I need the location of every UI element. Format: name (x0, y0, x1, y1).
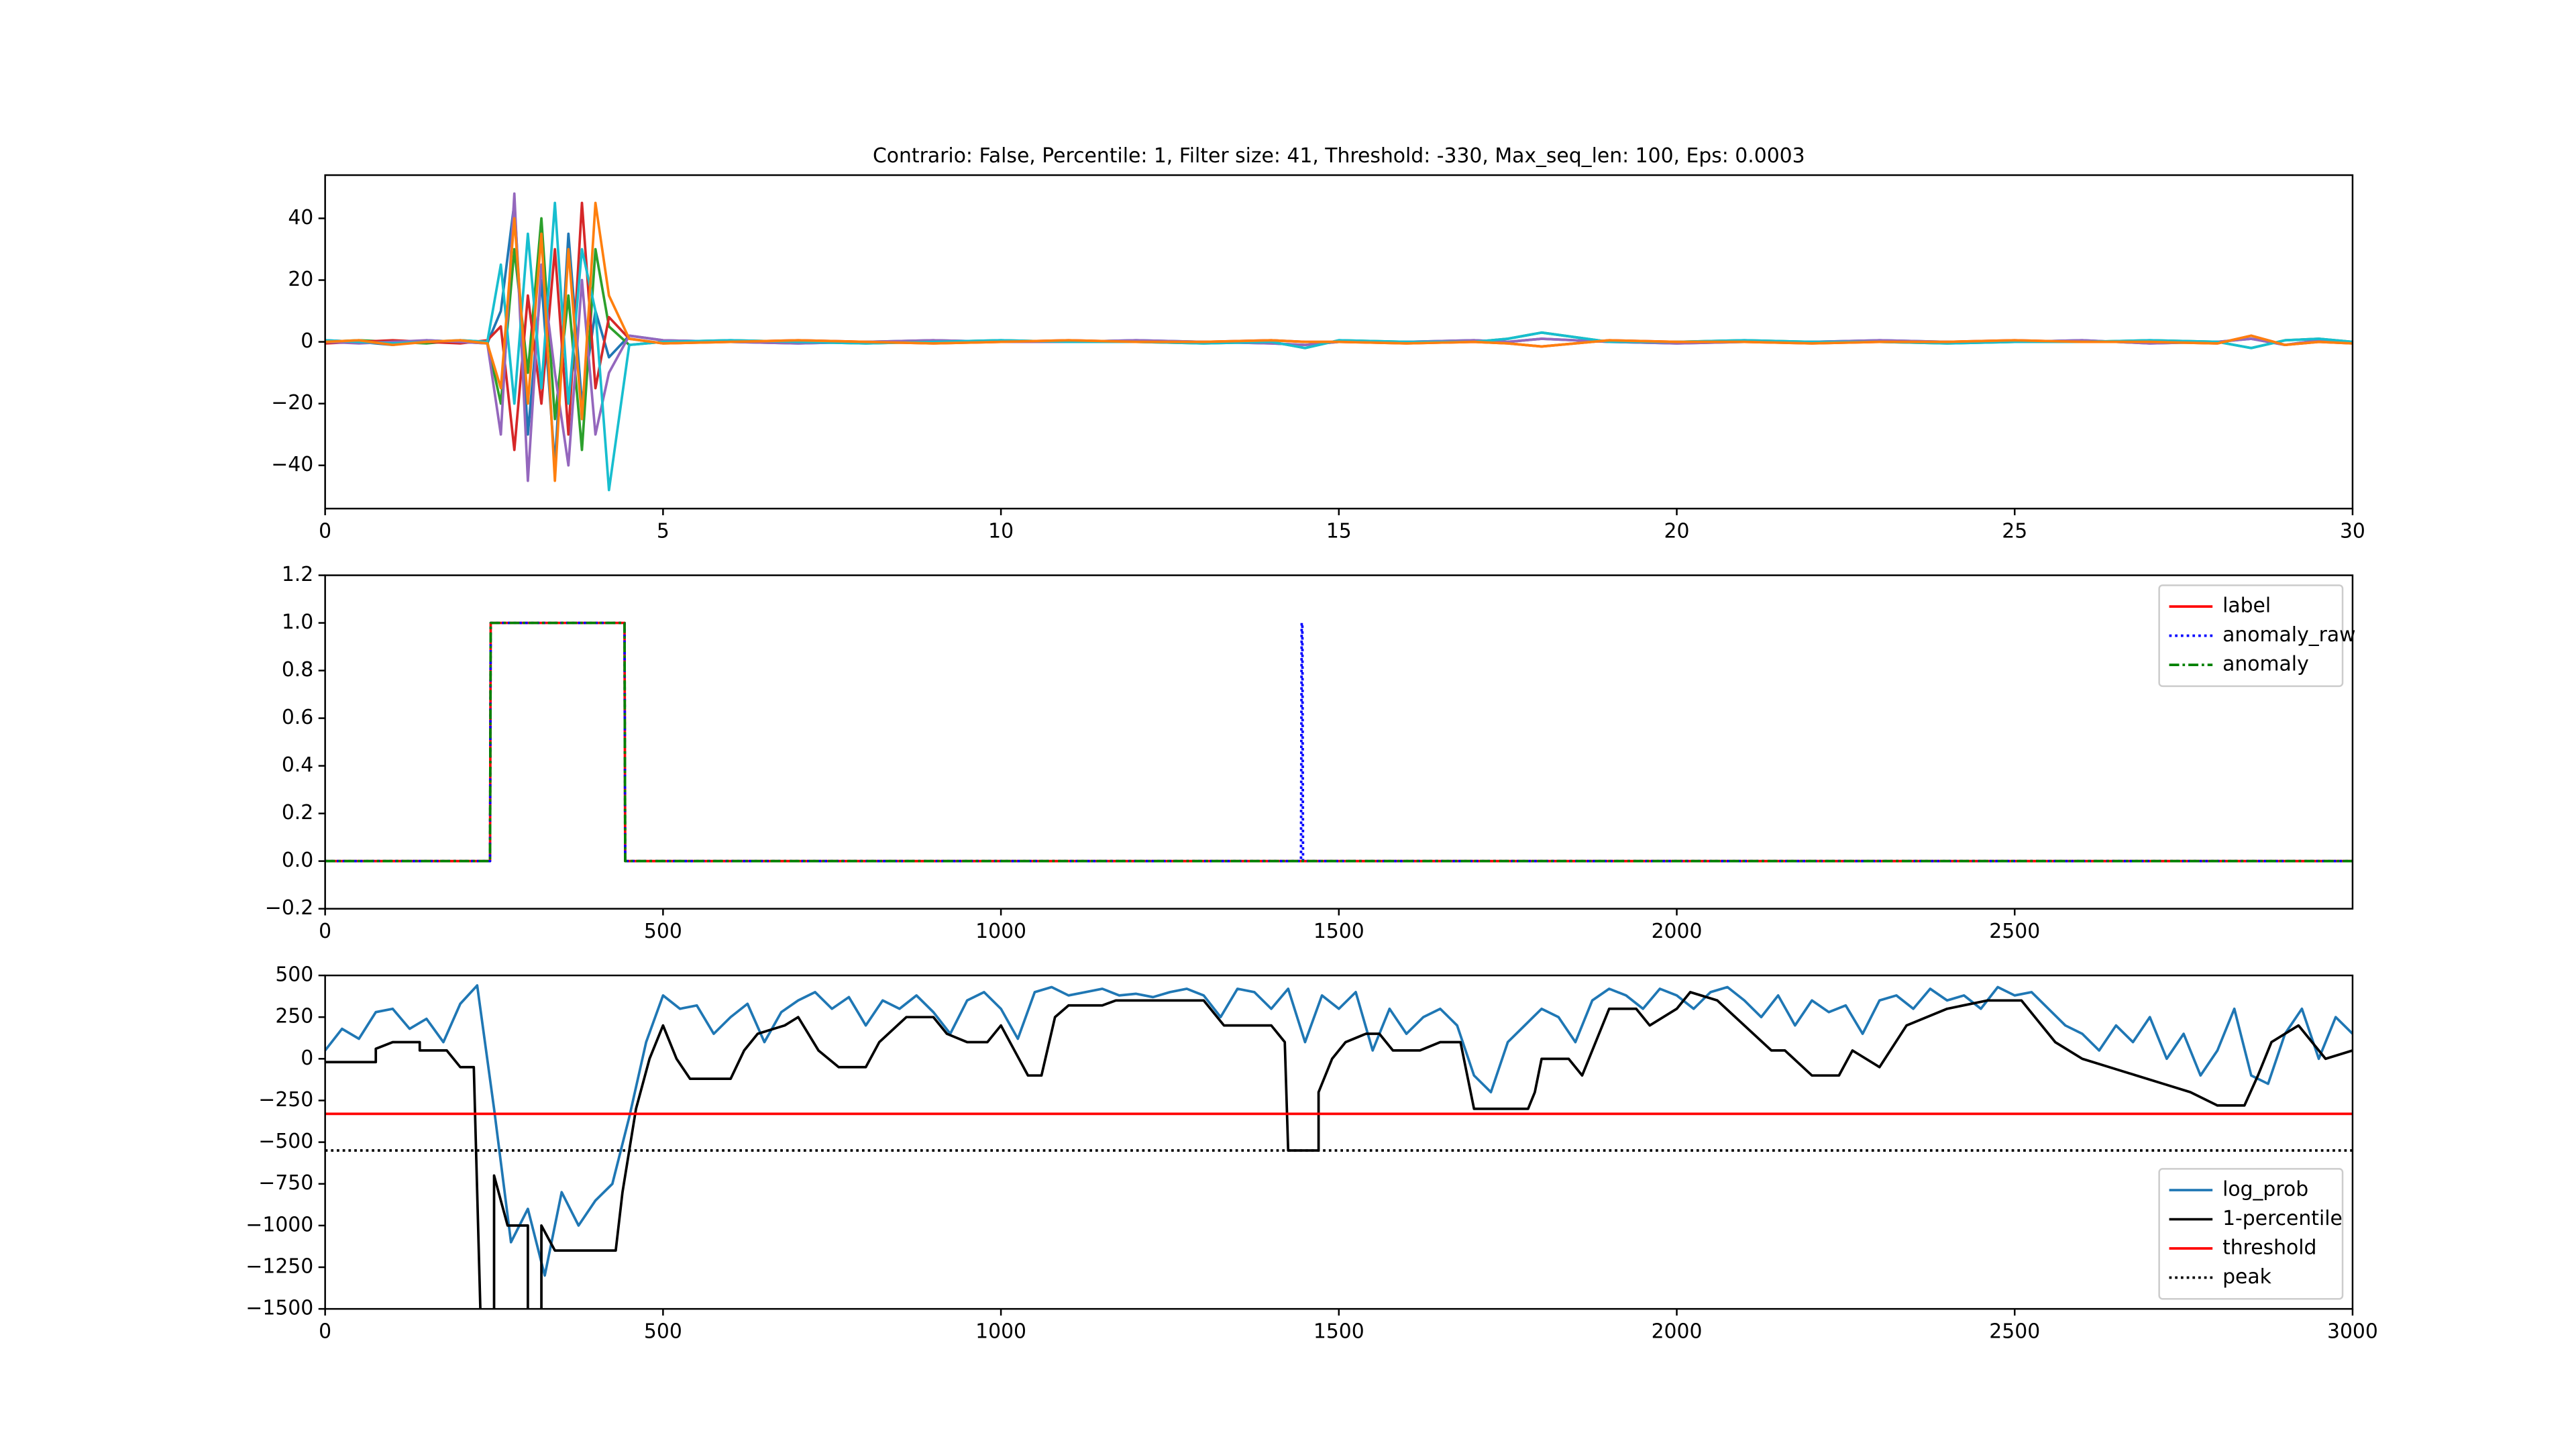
y-tick-label: 1.2 (282, 563, 313, 586)
x-tick-label: 3000 (2327, 1320, 2378, 1343)
y-tick-label: −1500 (246, 1297, 313, 1320)
x-tick-label: 0 (319, 920, 331, 943)
y-tick-label: 0 (301, 1046, 313, 1070)
x-tick-label: 500 (644, 1320, 682, 1343)
legend-label: label (2222, 594, 2271, 618)
y-tick-label: 250 (275, 1005, 313, 1028)
x-tick-label: 15 (1326, 519, 1352, 543)
legend-box (2158, 584, 2344, 688)
y-tick-label: −250 (258, 1088, 313, 1112)
series-line (325, 621, 2353, 863)
y-tick-label: −0.2 (265, 896, 313, 920)
y-tick-label: 0.0 (282, 849, 313, 872)
y-tick-label: −1000 (246, 1213, 313, 1236)
legend-label: threshold (2222, 1236, 2316, 1260)
y-tick-label: 0.4 (282, 753, 313, 777)
x-tick-label: 1500 (1313, 1320, 1364, 1343)
legend-label: log_prob (2222, 1178, 2308, 1201)
x-tick-label: 2000 (1652, 1320, 1703, 1343)
x-tick-label: 20 (1664, 519, 1690, 543)
series-line (325, 201, 2353, 482)
x-tick-label: 25 (2002, 519, 2027, 543)
legend-label: 1-percentile (2222, 1207, 2343, 1230)
y-tick-label: −1250 (246, 1255, 313, 1279)
legend-box (2158, 1168, 2344, 1300)
x-tick-label: 0 (319, 519, 331, 543)
y-tick-label: 40 (288, 206, 313, 229)
x-tick-label: 10 (988, 519, 1014, 543)
x-tick-label: 1500 (1313, 920, 1364, 943)
y-tick-label: 0.2 (282, 801, 313, 824)
x-tick-label: 500 (644, 920, 682, 943)
x-tick-label: 2500 (1989, 920, 2040, 943)
x-tick-label: 2500 (1989, 1320, 2040, 1343)
y-tick-label: −20 (271, 391, 313, 415)
y-tick-label: 1.0 (282, 610, 313, 634)
y-tick-label: 0.6 (282, 706, 313, 729)
y-tick-label: 500 (275, 963, 313, 987)
legend-label: anomaly (2222, 653, 2309, 676)
legend-label: peak (2222, 1265, 2272, 1289)
y-tick-label: −500 (258, 1130, 313, 1153)
series-line (325, 984, 2353, 1277)
y-tick-label: 0.8 (282, 658, 313, 682)
x-tick-label: 0 (319, 1320, 331, 1343)
x-tick-label: 1000 (975, 1320, 1026, 1343)
x-tick-label: 2000 (1652, 920, 1703, 943)
y-tick-label: −750 (258, 1171, 313, 1195)
x-tick-label: 30 (2340, 519, 2365, 543)
chart-title: Contrario: False, Percentile: 1, Filter … (873, 144, 1805, 168)
y-tick-label: 20 (288, 268, 313, 291)
x-tick-label: 5 (657, 519, 669, 543)
y-tick-label: 0 (301, 329, 313, 353)
series-line (325, 991, 2353, 1309)
legend-label: anomaly_raw (2222, 623, 2355, 647)
x-tick-label: 1000 (975, 920, 1026, 943)
y-tick-label: −40 (271, 453, 313, 476)
